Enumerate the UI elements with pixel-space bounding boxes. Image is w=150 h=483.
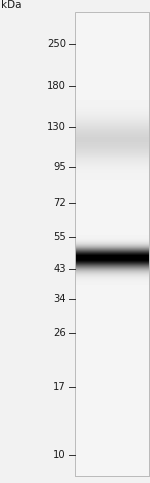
Text: 17: 17 xyxy=(53,382,66,392)
Bar xyxy=(75,12,148,476)
Text: 43: 43 xyxy=(54,264,66,273)
Text: 72: 72 xyxy=(53,198,66,208)
Text: 95: 95 xyxy=(53,162,66,172)
Text: 130: 130 xyxy=(47,122,66,132)
Text: 10: 10 xyxy=(53,450,66,460)
Text: 180: 180 xyxy=(47,81,66,91)
Text: 250: 250 xyxy=(47,39,66,49)
Bar xyxy=(75,12,148,476)
Text: 55: 55 xyxy=(53,232,66,242)
Text: 26: 26 xyxy=(53,328,66,338)
Text: 34: 34 xyxy=(54,294,66,304)
Text: kDa: kDa xyxy=(2,0,22,10)
